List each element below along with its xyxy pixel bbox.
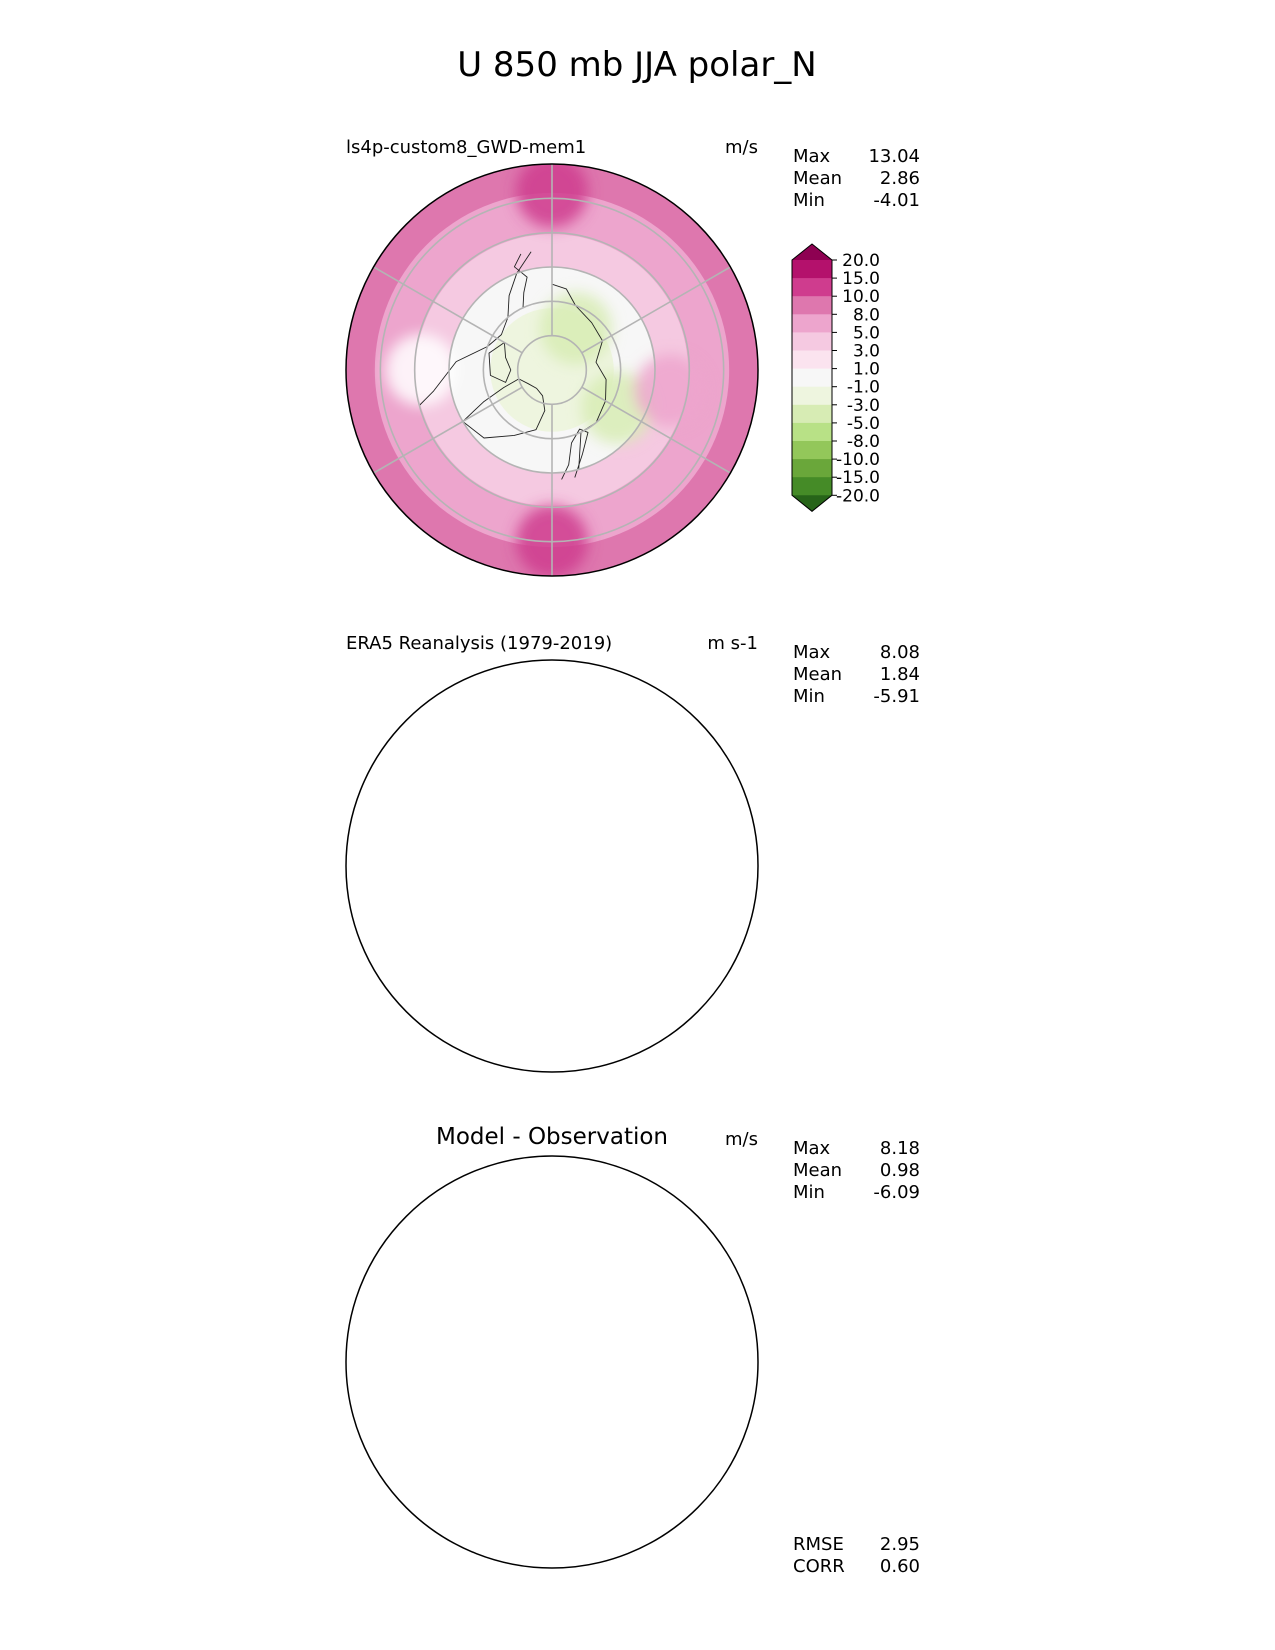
stat-max-label: Max bbox=[793, 1138, 831, 1159]
map-boundary bbox=[345, 659, 759, 1073]
stat-rmse-value: 2.95 bbox=[880, 1534, 920, 1555]
stat-min-label: Min bbox=[793, 1182, 825, 1203]
extra-stats: RMSE 2.95 CORR 0.60 bbox=[793, 1534, 920, 1577]
colorbar-extend-top bbox=[792, 244, 832, 260]
greenland-coastline bbox=[462, 378, 546, 439]
panel-difference: Model - Observation m/s Max 8.18 Mean 0.… bbox=[345, 1124, 920, 1577]
field-anomaly-5 bbox=[634, 354, 707, 427]
colorbar-tick-label: -10.0 bbox=[836, 450, 880, 470]
map-field bbox=[346, 164, 758, 576]
stat-max-label: Max bbox=[793, 146, 831, 167]
colorbar-bin-4 bbox=[792, 332, 832, 351]
colorbar-bin-8 bbox=[792, 404, 832, 424]
meridian-120 bbox=[581, 266, 731, 354]
panel-units: m/s bbox=[725, 1129, 758, 1150]
colorbar-tick-label: 20.0 bbox=[842, 251, 880, 271]
stat-mean-label: Mean bbox=[793, 1160, 842, 1181]
graticule bbox=[373, 164, 731, 576]
colorbar-bin-0 bbox=[792, 260, 832, 279]
panel-reference: ERA5 Reanalysis (1979-2019) m s-1 Max 8.… bbox=[345, 633, 920, 1073]
field-anomaly-3 bbox=[540, 292, 613, 365]
panel-units: m s-1 bbox=[707, 633, 758, 654]
panel-title: Model - Observation bbox=[436, 1124, 668, 1150]
colorbar-bin-6 bbox=[792, 368, 832, 388]
stat-max-label: Max bbox=[793, 642, 831, 663]
colorbar-tick-label: -3.0 bbox=[847, 396, 880, 416]
stat-min-value: -6.09 bbox=[873, 1182, 920, 1203]
stat-max-value: 8.08 bbox=[880, 642, 920, 663]
colorbar-extend-bottom bbox=[792, 495, 832, 512]
stats-box: Max 8.08 Mean 1.84 Min -5.91 bbox=[793, 642, 920, 707]
colorbar-bin-5 bbox=[792, 350, 832, 370]
stats-box: Max 13.04 Mean 2.86 Min -4.01 bbox=[793, 146, 920, 211]
colorbar-tick-label: 8.0 bbox=[853, 305, 880, 325]
colorbar-bin-9 bbox=[792, 422, 832, 442]
panel-model: ls4p-custom8_GWD-mem1 m/s Max 13.04 Mean… bbox=[345, 137, 920, 577]
colorbar-tick-label: -15.0 bbox=[836, 468, 880, 488]
colorbar: 20.015.010.08.05.03.01.0-1.0-3.0-5.0-8.0… bbox=[791, 243, 880, 512]
colorbar-tick-label: 3.0 bbox=[853, 342, 880, 362]
stat-min-value: -4.01 bbox=[873, 190, 920, 211]
colorbar-tick-label: 1.0 bbox=[853, 360, 880, 380]
colorbar-tick-label: 10.0 bbox=[842, 287, 880, 307]
colorbar-bin-12 bbox=[792, 477, 832, 496]
panel-title: ls4p-custom8_GWD-mem1 bbox=[346, 137, 586, 158]
meridian-60 bbox=[581, 386, 731, 474]
stat-min-label: Min bbox=[793, 686, 825, 707]
stat-min-label: Min bbox=[793, 190, 825, 211]
panel-units: m/s bbox=[725, 137, 758, 158]
stat-mean-value: 0.98 bbox=[880, 1160, 920, 1181]
stats-box: Max 8.18 Mean 0.98 Min -6.09 bbox=[793, 1138, 920, 1203]
stat-rmse-label: RMSE bbox=[793, 1534, 844, 1555]
colorbar-tick-label: -20.0 bbox=[836, 486, 880, 506]
stat-max-value: 8.18 bbox=[880, 1138, 920, 1159]
scandinavia-coastline bbox=[561, 428, 589, 480]
stat-max-value: 13.04 bbox=[868, 146, 920, 167]
colorbar-bin-7 bbox=[792, 386, 832, 406]
field-anomaly-2 bbox=[385, 334, 458, 406]
stat-mean-label: Mean bbox=[793, 168, 842, 189]
panel-title: ERA5 Reanalysis (1979-2019) bbox=[346, 633, 612, 654]
colorbar-bin-2 bbox=[792, 296, 832, 315]
meridian-240 bbox=[373, 266, 523, 354]
north-america-coastline bbox=[418, 251, 532, 406]
colorbar-tick-label: -8.0 bbox=[847, 432, 880, 452]
stat-mean-value: 2.86 bbox=[880, 168, 920, 189]
stat-corr-value: 0.60 bbox=[880, 1556, 920, 1577]
colorbar-bin-3 bbox=[792, 314, 832, 333]
colorbar-bin-1 bbox=[792, 278, 832, 297]
colorbar-tick-label: -1.0 bbox=[847, 378, 880, 398]
stat-mean-label: Mean bbox=[793, 664, 842, 685]
stat-corr-label: CORR bbox=[793, 1556, 845, 1577]
colorbar-bin-11 bbox=[792, 459, 832, 478]
colorbar-tick-label: 15.0 bbox=[842, 269, 880, 289]
figure-title: U 850 mb JJA polar_N bbox=[457, 45, 817, 85]
map-boundary bbox=[345, 163, 759, 577]
canadian-archipelago-coastline bbox=[488, 342, 512, 383]
meridian-300 bbox=[373, 386, 523, 474]
stat-min-value: -5.91 bbox=[873, 686, 920, 707]
map-boundary bbox=[345, 1155, 759, 1569]
stat-mean-value: 1.84 bbox=[880, 664, 920, 685]
colorbar-tick-label: 5.0 bbox=[853, 323, 880, 343]
alaska-coastline bbox=[513, 253, 528, 308]
colorbar-tick-label: -5.0 bbox=[847, 414, 880, 434]
colorbar-bin-10 bbox=[792, 441, 832, 460]
